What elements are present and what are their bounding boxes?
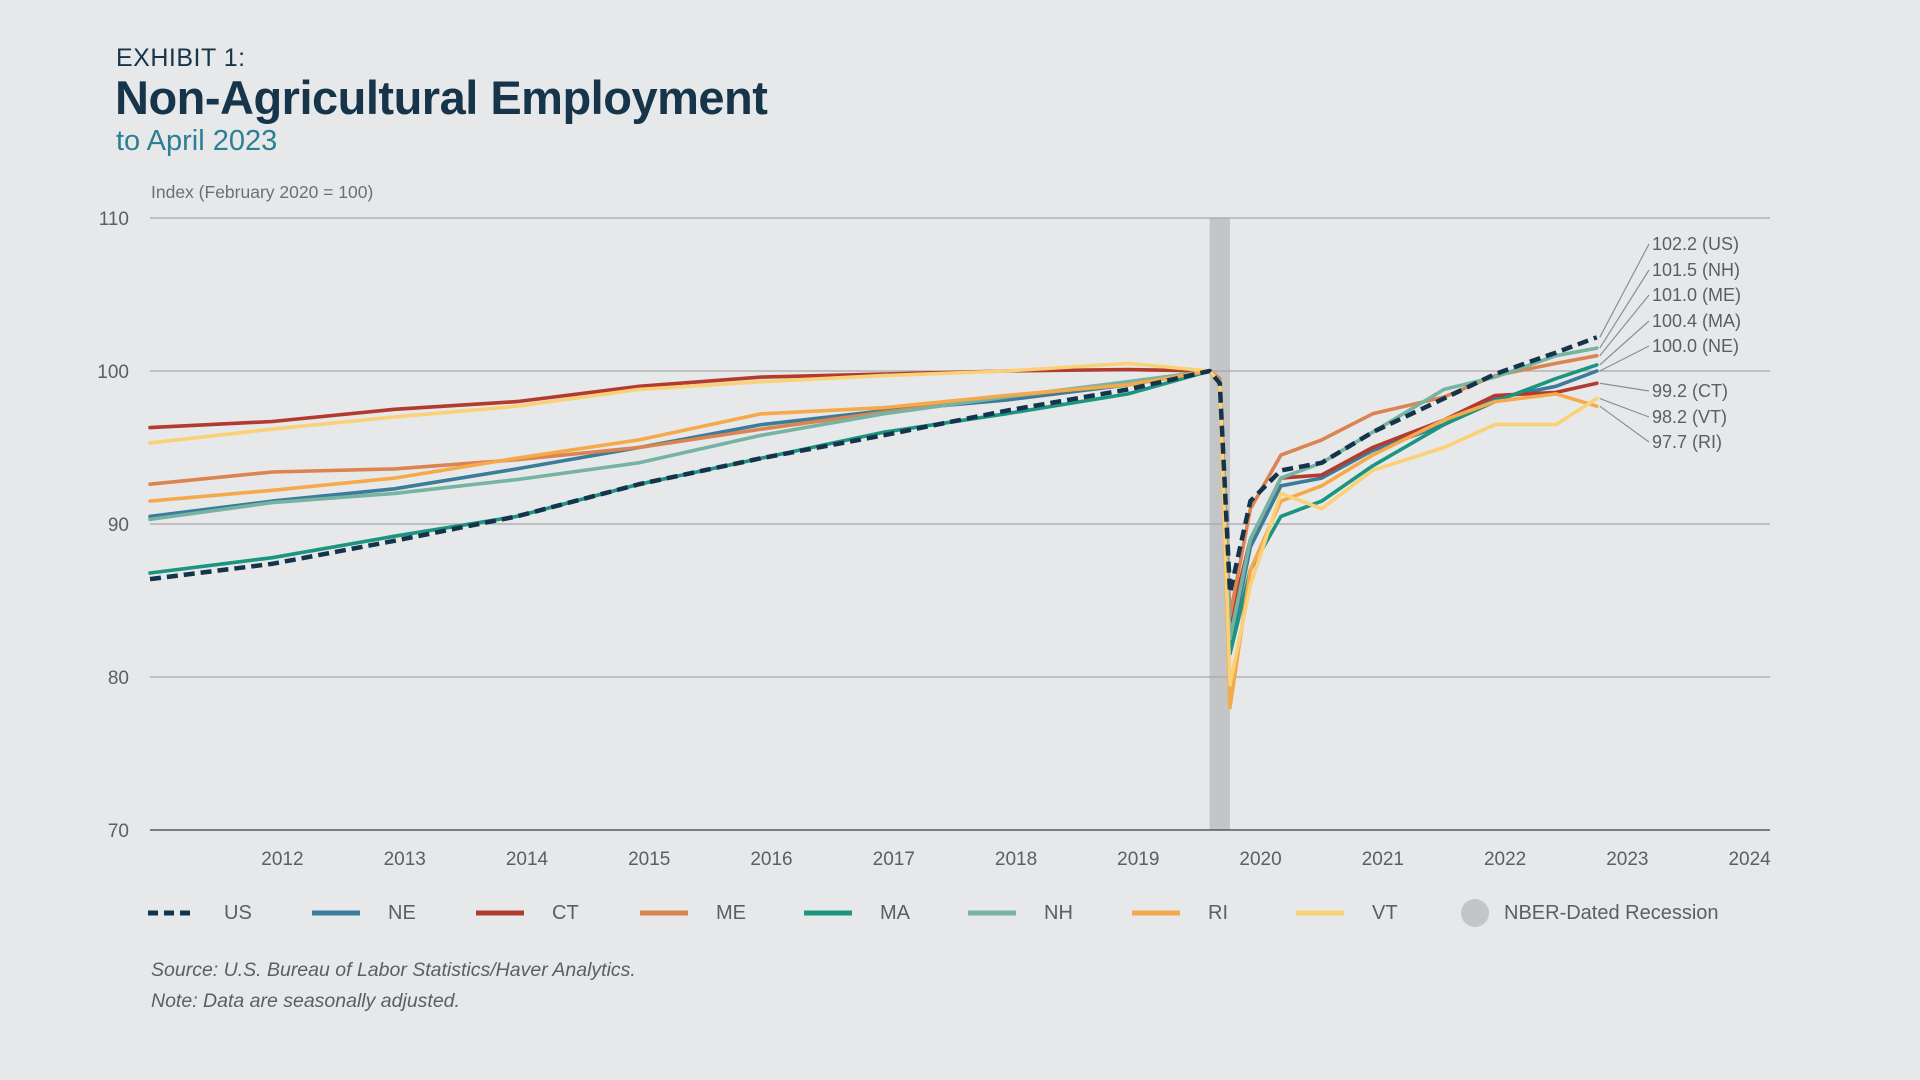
legend-label: VT [1372,901,1398,924]
chart-notes: Source: U.S. Bureau of Labor Statistics/… [151,955,636,1017]
legend-item-nh: NH [968,896,1073,930]
y-axis-label: Index (February 2020 = 100) [151,182,373,202]
series-line-me [148,353,1599,618]
leader-line [1599,397,1650,418]
leader-line [1599,243,1650,338]
end-label: 101.5 (NH) [1652,260,1740,280]
data-note: Note: Data are seasonally adjusted. [151,990,460,1012]
y-tick-label: 90 [108,515,129,536]
leader-line [1599,294,1650,357]
end-label: 100.4 (MA) [1652,311,1741,331]
legend-swatch-icon [1132,910,1180,916]
legend-swatch-icon [312,910,360,916]
legend-item-me: ME [640,896,746,930]
series-line-nh [148,346,1599,641]
legend-swatch-icon [804,910,852,916]
legend-label: NBER-Dated Recession [1504,901,1719,924]
x-tick-label: 2017 [873,849,915,870]
x-tick-label: 2013 [384,849,426,870]
legend-item-ri: RI [1132,896,1228,930]
legend-label: ME [716,901,746,924]
y-tick-label: 70 [108,821,129,842]
legend-label: RI [1208,901,1228,924]
y-tick-label: 100 [97,362,129,383]
legend-item-vt: VT [1296,896,1398,930]
legend-swatch-icon [1296,910,1344,916]
x-tick-label: 2012 [261,849,303,870]
chart-legend: US NE CT ME MA NH RI VT NBER-Dated Recession [148,896,1748,930]
leader-line [1599,320,1650,366]
x-tick-label: 2021 [1362,849,1404,870]
x-tick-label: 2014 [506,849,549,870]
end-label: 98.2 (VT) [1652,407,1727,427]
legend-item-nber-dated-recession: NBER-Dated Recession [1460,896,1719,930]
chart-title: Non-Agricultural Employment [115,71,768,124]
x-tick-label: 2018 [995,849,1037,870]
x-tick-label: 2020 [1239,849,1281,870]
series-line-us [149,335,1598,596]
legend-swatch-icon [968,910,1016,916]
leader-line [1599,405,1650,443]
x-tick-label: 2016 [750,849,792,870]
legend-item-ne: NE [312,896,416,930]
legend-item-ma: MA [804,896,910,930]
x-tick-label: 2024 [1728,849,1771,870]
end-label: 99.2 (CT) [1652,381,1728,401]
y-tick-label: 80 [108,668,129,689]
leader-line [1599,269,1650,349]
leader-line [1599,345,1650,372]
chart-subtitle: to April 2023 [116,125,278,157]
y-tick-label: 110 [99,209,129,230]
legend-swatch-icon [148,910,196,916]
legend-item-us: US [148,896,252,930]
x-tick-label: 2019 [1117,849,1159,870]
end-label: 102.2 (US) [1652,234,1739,254]
legend-label: US [224,901,252,924]
recession-swatch-icon [1461,899,1489,927]
end-label: 101.0 (ME) [1652,285,1741,305]
leader-line [1599,382,1650,392]
source-note: Source: U.S. Bureau of Labor Statistics/… [151,959,636,981]
legend-label: MA [880,901,910,924]
end-label: 100.0 (NE) [1652,336,1739,356]
x-tick-label: 2015 [628,849,670,870]
exhibit-label: EXHIBIT 1: [116,44,246,72]
x-tick-label: 2023 [1606,849,1648,870]
end-label: 97.7 (RI) [1652,432,1722,452]
legend-label: NH [1044,901,1073,924]
series-line-vt [148,361,1599,687]
x-tick-label: 2022 [1484,849,1526,870]
legend-label: CT [552,901,579,924]
legend-item-ct: CT [476,896,579,930]
legend-swatch-icon [476,910,524,916]
legend-label: NE [388,901,416,924]
legend-swatch-icon [640,910,688,916]
